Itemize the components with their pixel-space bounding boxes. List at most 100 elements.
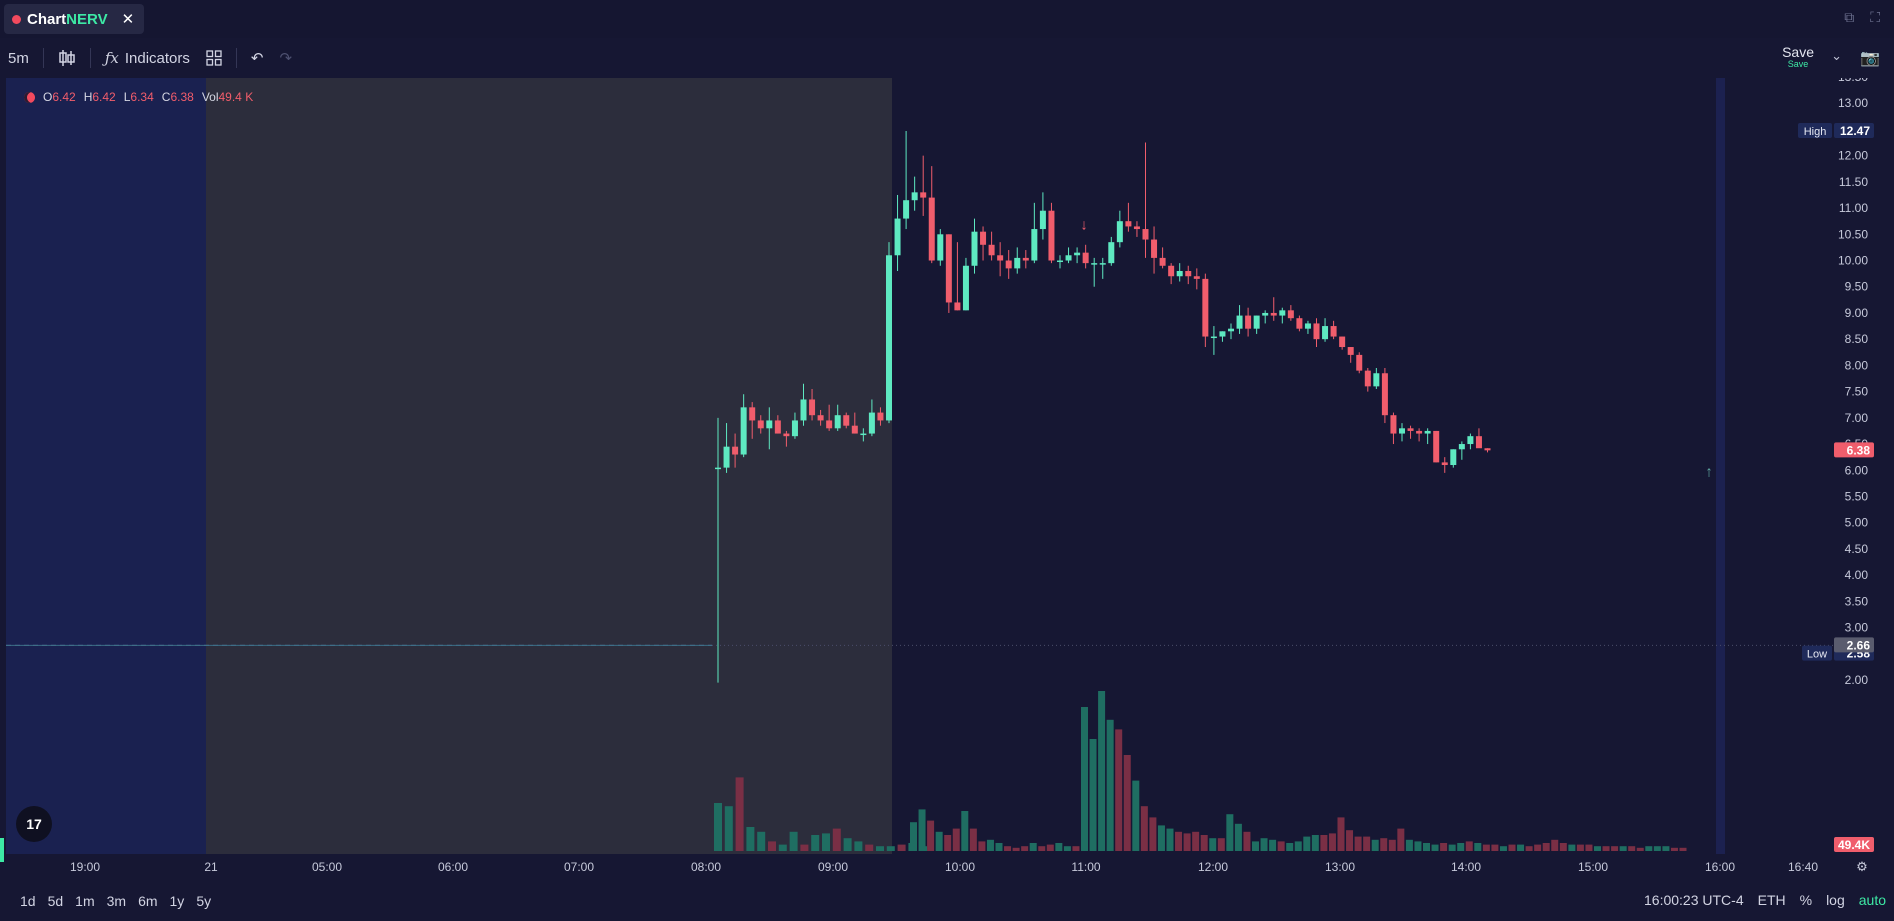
volume-bar: [1012, 847, 1020, 851]
volume-bar: [927, 820, 935, 851]
time-tick-label: 08:00: [691, 860, 721, 874]
indicators-label: Indicators: [124, 49, 190, 67]
volume-bar: [1132, 780, 1140, 851]
indicators-button[interactable]: ƒx Indicators: [97, 49, 198, 67]
time-tick-label: 10:00: [945, 860, 975, 874]
volume-bar: [944, 835, 952, 851]
volume-bar: [1055, 843, 1063, 851]
close-label: C: [161, 90, 171, 104]
range-1d[interactable]: 1d: [20, 892, 36, 909]
low-label: L: [123, 90, 131, 104]
chart-type-button[interactable]: [50, 49, 84, 67]
high-value-tag-bg: [1834, 123, 1874, 138]
candle-body: [1441, 462, 1448, 466]
camera-icon[interactable]: 📷: [1860, 50, 1880, 67]
candle-body: [1322, 326, 1329, 340]
candle-body: [1159, 257, 1166, 266]
volume-bar: [1328, 833, 1336, 851]
range-1m[interactable]: 1m: [75, 892, 95, 909]
price-chart[interactable]: 2.002.503.003.504.004.505.005.506.006.50…: [0, 78, 1894, 878]
candle-body: [997, 255, 1004, 261]
candle-body: [1039, 210, 1046, 230]
layouts-button[interactable]: [198, 50, 230, 66]
interval-button[interactable]: 5m: [0, 50, 37, 67]
candle-body: [877, 412, 884, 421]
volume-bar: [1448, 844, 1456, 851]
volume-bar: [1089, 739, 1097, 851]
fullscreen-icon[interactable]: ⛶: [1870, 9, 1880, 25]
premarket-volume-bar: [832, 828, 841, 851]
function-icon: ƒx: [104, 49, 119, 67]
premarket-volume-bar: [778, 844, 787, 851]
session-moon-icon: [24, 91, 35, 103]
log-toggle[interactable]: log: [1826, 892, 1845, 908]
premarket-volume-bar: [843, 838, 852, 851]
volume-bar: [1499, 846, 1507, 851]
time-tick-label: 16:40: [1788, 860, 1818, 874]
volume-bar: [1542, 843, 1550, 851]
price-tick-label: 4.00: [1845, 568, 1869, 582]
candle-body: [723, 446, 730, 468]
price-tick-label: 11.00: [1839, 201, 1868, 215]
last-price-tag-bg: [1834, 442, 1874, 458]
candle-body: [1202, 278, 1209, 337]
volume-bar: [1200, 835, 1208, 851]
candle-body: [1236, 315, 1243, 329]
grid-icon: [206, 50, 222, 66]
divider: [89, 48, 91, 68]
volume-bar: [1038, 846, 1046, 851]
volume-bar: [935, 831, 943, 851]
volume-bar: [1525, 846, 1533, 851]
volume-bar: [1363, 836, 1371, 851]
volume-bar: [1269, 839, 1277, 851]
price-tick-label: 3.00: [1845, 621, 1869, 635]
volume-bar: [1192, 831, 1200, 851]
chart-tab[interactable]: Chart NERV ✕: [4, 4, 145, 34]
volume-bar: [1405, 839, 1413, 851]
redo-button[interactable]: ↷: [271, 49, 300, 67]
replay-marker: [0, 838, 4, 862]
popout-icon[interactable]: ⧉: [1844, 9, 1855, 25]
candle-body: [1031, 229, 1038, 261]
percent-toggle[interactable]: %: [1799, 892, 1813, 908]
volume-bar: [1534, 844, 1542, 851]
volume-bar: [1115, 729, 1123, 851]
volume-bar: [1149, 817, 1157, 851]
candle-body: [971, 231, 978, 266]
volume-bar: [1166, 828, 1174, 851]
volume-bar: [1585, 844, 1593, 851]
volume-bar: [1337, 817, 1345, 851]
candle-body: [1133, 226, 1140, 230]
volume-bar: [1303, 836, 1311, 851]
volume-bar: [1252, 841, 1259, 851]
volume-bar: [918, 809, 926, 851]
close-tab-icon[interactable]: ✕: [121, 11, 135, 28]
high-value-tag: 12.47: [1840, 124, 1870, 138]
candle-body: [1347, 347, 1354, 355]
range-1y[interactable]: 1y: [169, 892, 185, 909]
overnight-session-band: [6, 78, 206, 854]
auto-scale-toggle[interactable]: auto: [1858, 892, 1886, 908]
range-5y[interactable]: 5y: [196, 892, 212, 909]
price-tick-label: 5.00: [1845, 516, 1869, 530]
save-button[interactable]: Save Save: [1782, 45, 1814, 70]
undo-button[interactable]: ↶: [243, 49, 272, 67]
premarket-volume-bar: [865, 844, 874, 851]
range-6m[interactable]: 6m: [138, 892, 158, 909]
candle-body: [1484, 448, 1491, 451]
undo-icon: ↶: [250, 50, 264, 67]
candle-body: [1433, 430, 1440, 463]
volume-bar: [1183, 833, 1191, 851]
session-toggle[interactable]: ETH: [1757, 892, 1786, 908]
candle-body: [1296, 318, 1303, 329]
candle-body: [834, 415, 841, 429]
range-5d[interactable]: 5d: [47, 892, 64, 909]
clock-readout[interactable]: 16:00:23 UTC-4: [1644, 892, 1744, 908]
candle-body: [928, 197, 935, 261]
candle-body: [920, 192, 927, 198]
save-menu-chevron-down-icon[interactable]: ⌄: [1831, 48, 1842, 63]
volume-bar: [969, 828, 977, 851]
time-tick-label: 06:00: [438, 860, 468, 874]
tradingview-logo-icon[interactable]: 17: [16, 806, 52, 842]
range-3m[interactable]: 3m: [106, 892, 127, 909]
